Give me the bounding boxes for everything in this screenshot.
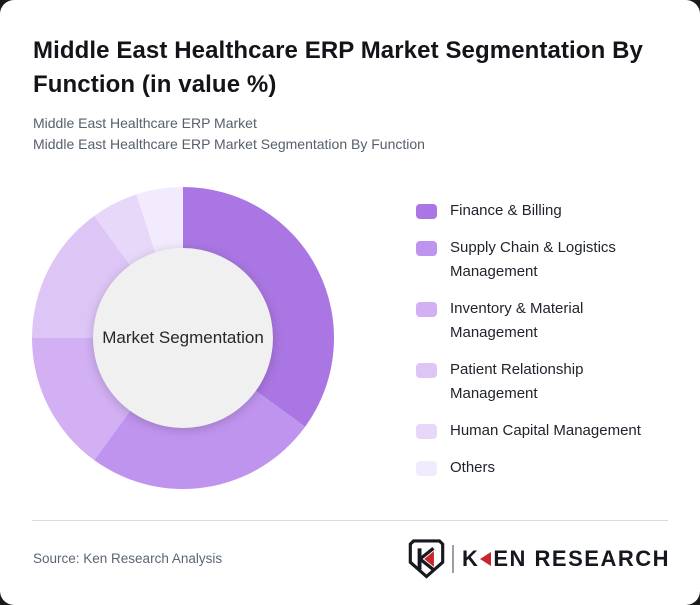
ken-research-shield-icon xyxy=(408,539,445,579)
page-title: Middle East Healthcare ERP Market Segmen… xyxy=(33,37,643,98)
legend-item-human-capital-management: Human Capital Management xyxy=(416,419,666,443)
legend-item-patient-relationship-management: Patient Relationship Management xyxy=(416,358,666,406)
legend-swatch xyxy=(416,241,437,256)
legend-item-others: Others xyxy=(416,456,666,480)
logo-separator xyxy=(451,545,454,573)
legend-label: Patient Relationship Management xyxy=(450,361,584,402)
legend-swatch xyxy=(416,363,437,378)
donut-chart: Market Segmentation xyxy=(32,187,334,489)
legend-label: Human Capital Management xyxy=(450,422,641,439)
legend-label: Supply Chain & Logistics Management xyxy=(450,239,616,280)
source-note: Source: Ken Research Analysis xyxy=(33,551,223,566)
subtitle-line-1: Middle East Healthcare ERP Market xyxy=(33,115,257,131)
wordmark-rest: EN RESEARCH xyxy=(493,546,670,571)
subtitle-line-2: Middle East Healthcare ERP Market Segmen… xyxy=(33,136,425,152)
donut-chart-svg xyxy=(32,187,334,489)
legend-label: Others xyxy=(450,459,496,476)
chart-legend: Finance & Billing Supply Chain & Logistic… xyxy=(416,199,666,480)
ken-research-wordmark: K EN RESEARCH xyxy=(462,546,670,572)
legend-label: Finance & Billing xyxy=(450,202,562,219)
legend-swatch xyxy=(416,204,437,219)
legend-item-inventory-material-management: Inventory & Material Management xyxy=(416,297,666,345)
red-triangle-icon xyxy=(480,552,492,566)
donut-hole xyxy=(93,248,273,428)
wordmark-k: K xyxy=(461,546,480,571)
legend-swatch xyxy=(416,302,437,317)
ken-research-logo: K EN RESEARCH xyxy=(408,538,670,580)
legend-swatch xyxy=(416,424,437,439)
footer-divider xyxy=(32,520,668,521)
legend-label: Inventory & Material Management xyxy=(450,300,584,341)
subtitle-block: Middle East Healthcare ERP Market Middle… xyxy=(33,113,673,155)
legend-swatch xyxy=(416,461,437,476)
legend-item-finance-billing: Finance & Billing xyxy=(416,199,666,223)
legend-item-supply-chain-logistics-management: Supply Chain & Logistics Management xyxy=(416,236,666,284)
